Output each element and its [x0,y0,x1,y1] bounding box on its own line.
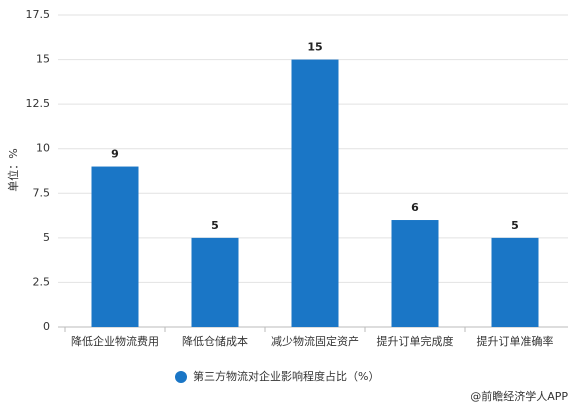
y-tick-label: 10 [36,142,50,155]
data-label: 9 [111,148,119,161]
x-tick-label: 提升订单准确率 [477,334,554,348]
bar [391,220,439,327]
y-tick-label: 15 [36,53,50,66]
data-label: 5 [511,219,519,232]
x-tick-label: 提升订单完成度 [377,334,454,348]
data-label: 5 [211,219,219,232]
y-tick-label: 0 [43,320,50,333]
legend-marker [175,371,187,383]
data-label: 6 [411,201,419,214]
x-tick-label: 降低企业物流费用 [71,334,159,348]
bar [91,166,139,327]
y-tick-label: 2.5 [33,275,51,288]
y-tick-label: 5 [43,231,50,244]
y-axis-label: 单位：% [6,148,20,191]
bar [291,59,339,327]
legend-label: 第三方物流对企业影响程度占比（%） [193,369,379,383]
y-tick-label: 7.5 [33,186,51,199]
y-tick-label: 12.5 [26,97,51,110]
x-tick-label: 减少物流固定资产 [271,334,359,348]
y-tick-label: 17.5 [26,8,51,21]
bar [191,237,239,327]
data-label: 15 [307,41,322,54]
x-tick-label: 降低仓储成本 [182,334,248,348]
source: @前瞻经济学人APP [470,389,568,403]
bar [491,237,539,327]
